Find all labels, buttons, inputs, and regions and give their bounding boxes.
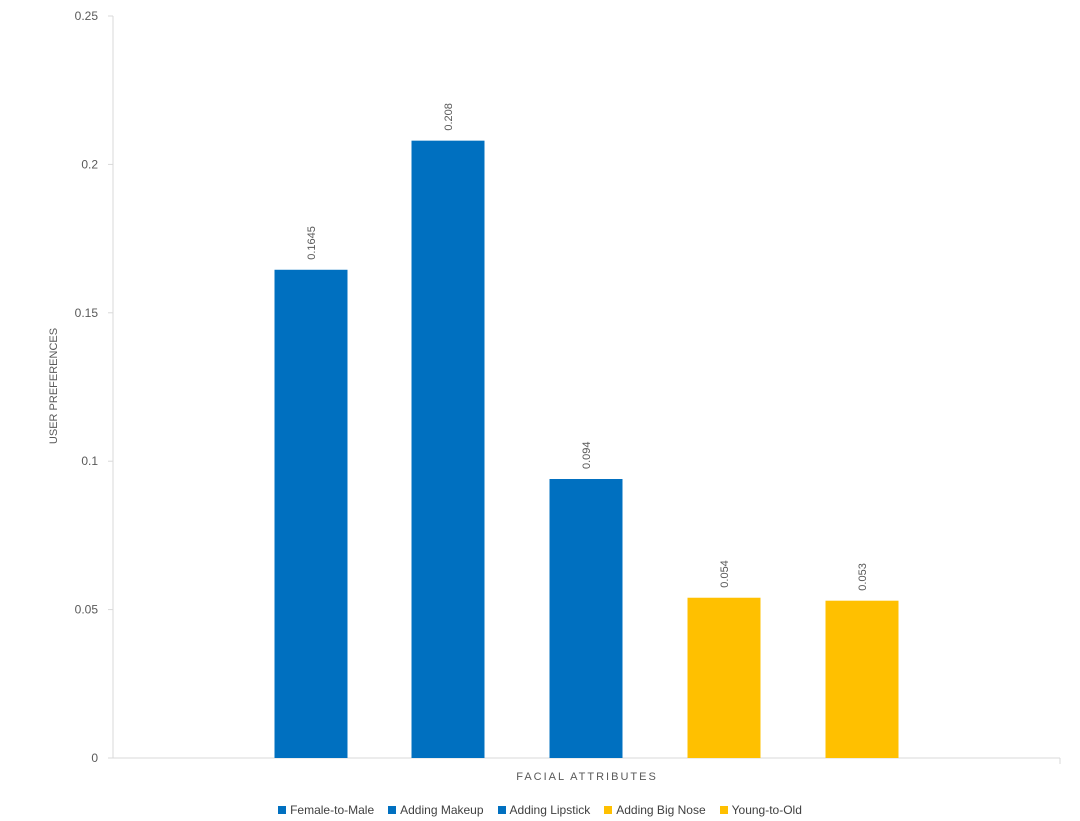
data-label: 0.094 [581, 441, 593, 469]
y-tick-label: 0.05 [75, 603, 99, 617]
x-axis-title: FACIAL ATTRIBUTES [516, 771, 658, 783]
bar [687, 597, 761, 758]
legend-item: Adding Big Nose [604, 803, 706, 817]
data-label: 0.208 [443, 103, 455, 131]
axes: 0 0.05 0.1 0.15 0.2 0.25 [75, 9, 1061, 765]
bars [274, 140, 899, 758]
legend-swatch [278, 806, 287, 814]
data-label: 0.1645 [306, 226, 318, 260]
legend-label: Female-to-Male [290, 803, 375, 817]
legend-label: Young-to-Old [731, 803, 802, 817]
bar [411, 140, 485, 758]
bar-chart: 0 0.05 0.1 0.15 0.2 0.25 0.1645 0.208 0.094 0.05… [48, 9, 1061, 783]
y-tick-label: 0.1 [81, 454, 98, 468]
bar [549, 479, 623, 758]
legend-label: Adding Big Nose [616, 803, 706, 817]
legend-item: Adding Lipstick [497, 803, 591, 817]
legend: Female-to-Male Adding Makeup Adding Lipsti… [0, 800, 1080, 820]
y-tick-label: 0.15 [75, 306, 99, 320]
legend-item: Female-to-Male [278, 803, 374, 817]
legend-swatch [388, 806, 397, 814]
legend-swatch [719, 806, 728, 814]
legend-item: Young-to-Old [719, 803, 802, 817]
legend-item: Adding Makeup [388, 803, 484, 817]
legend-swatch [604, 806, 613, 814]
legend-label: Adding Lipstick [509, 803, 591, 817]
bar [825, 600, 899, 758]
y-tick-label: 0.25 [75, 9, 99, 23]
bar [274, 269, 348, 758]
y-axis-title: USER PREFERENCES [48, 328, 60, 444]
data-labels: 0.1645 0.208 0.094 0.054 0.053 [306, 103, 869, 591]
data-label: 0.054 [719, 560, 731, 588]
data-label: 0.053 [857, 563, 869, 591]
legend-label: Adding Makeup [400, 803, 484, 817]
y-tick-label: 0.2 [81, 157, 98, 171]
y-tick-label: 0 [91, 751, 98, 765]
legend-swatch [497, 806, 506, 814]
